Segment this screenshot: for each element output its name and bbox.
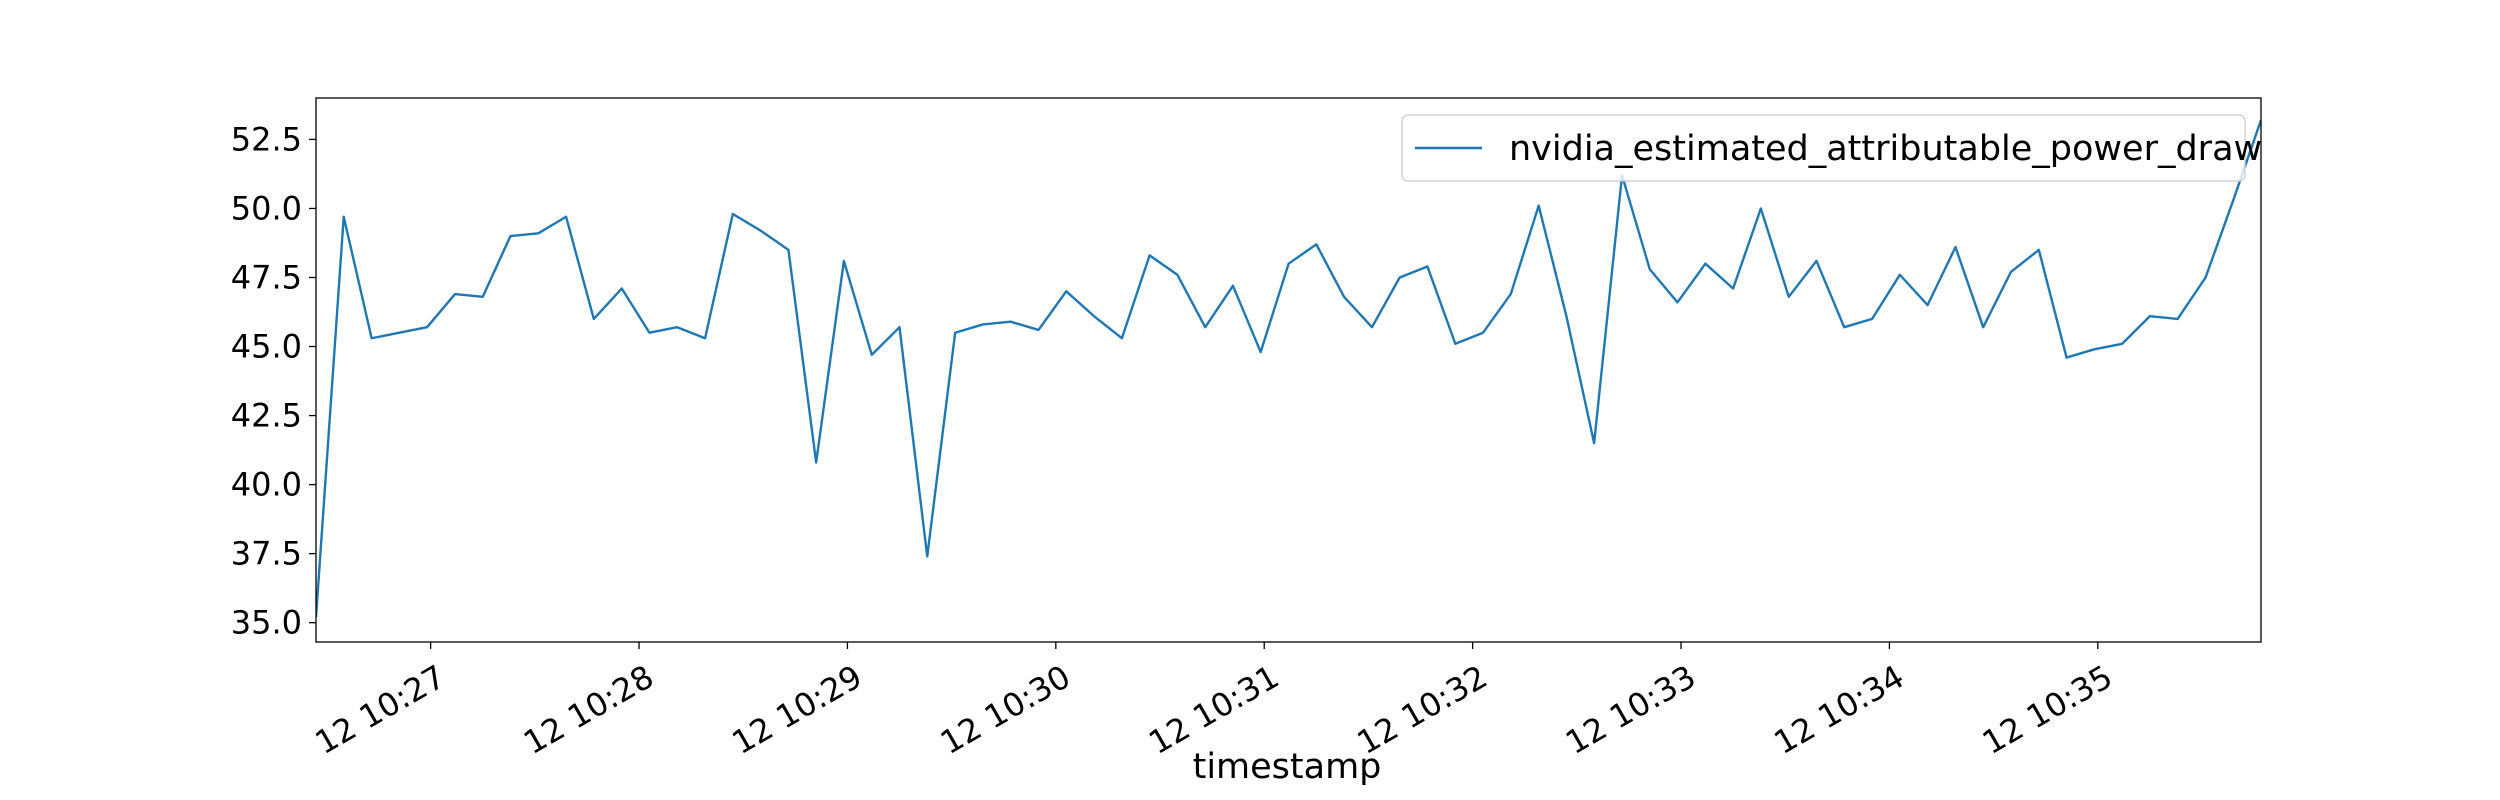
axes-frame xyxy=(315,97,2262,643)
y-tick-label: 35.0 xyxy=(231,604,302,642)
x-tick-label: 12 10:29 xyxy=(725,657,868,761)
x-axis-label: timestamp xyxy=(1193,747,1382,787)
legend-box xyxy=(1401,114,2246,182)
x-tick-label: 12 10:27 xyxy=(309,657,452,761)
legend-label: nvidia_estimated_attributable_power_draw xyxy=(1509,129,2262,169)
y-tick-label: 52.5 xyxy=(231,120,302,158)
plot-area xyxy=(316,119,2261,618)
y-tick-label: 50.0 xyxy=(231,189,302,227)
x-tick-label: 12 10:33 xyxy=(1559,657,1702,761)
y-tick-label: 42.5 xyxy=(231,397,302,435)
data-line xyxy=(316,119,2261,618)
x-tick-label: 12 10:32 xyxy=(1351,657,1494,761)
legend: nvidia_estimated_attributable_power_draw xyxy=(1401,114,2262,182)
y-tick-label: 37.5 xyxy=(231,535,302,573)
x-tick-label: 12 10:30 xyxy=(934,657,1077,761)
x-tick-label: 12 10:28 xyxy=(517,657,660,761)
x-tick-label: 12 10:34 xyxy=(1767,657,1910,761)
y-tick-label: 40.0 xyxy=(231,466,302,504)
x-tick-label: 12 10:35 xyxy=(1976,657,2119,761)
y-tick-label: 45.0 xyxy=(231,328,302,366)
y-tick-label: 47.5 xyxy=(231,258,302,296)
